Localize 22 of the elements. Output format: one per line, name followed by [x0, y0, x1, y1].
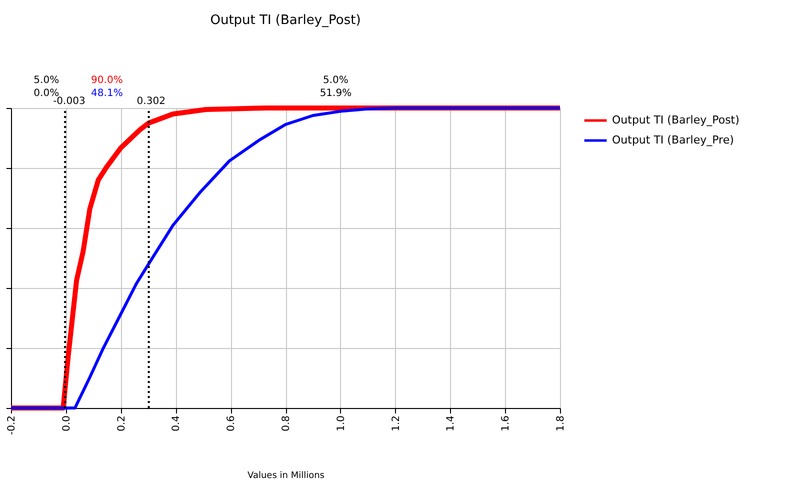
text: 5.0%: [323, 75, 348, 86]
x-tick-label: 0.6: [226, 416, 238, 432]
x-tick-label: 1.0: [336, 416, 347, 432]
x-tick-label: 1.8: [556, 416, 566, 432]
x-tick-label: -0.2: [6, 416, 18, 436]
text: 5.0%: [34, 75, 60, 86]
chart-title: Output TI (Barley_Post): [210, 13, 361, 28]
x-tick-label: 1.4: [446, 416, 457, 432]
x-tick-label: 1.2: [390, 416, 402, 432]
text: 90.0%: [91, 75, 123, 86]
x-tick-label: 0.2: [116, 416, 128, 432]
ref-line-label: -0.003: [53, 96, 86, 107]
x-tick-label: 1.6: [500, 416, 512, 432]
legend-label: Output TI (Barley_Post): [612, 114, 740, 126]
legend-label: Output TI (Barley_Pre): [612, 134, 734, 146]
x-tick-label: 0.8: [281, 416, 292, 432]
x-tick-label: 0.0: [61, 416, 72, 432]
text: 48.1%: [91, 88, 123, 99]
x-axis-title: Values in Millions: [248, 471, 325, 482]
ref-line-label: 0.302: [136, 96, 166, 107]
text: 51.9%: [320, 88, 352, 99]
x-tick-label: 0.4: [171, 416, 182, 432]
